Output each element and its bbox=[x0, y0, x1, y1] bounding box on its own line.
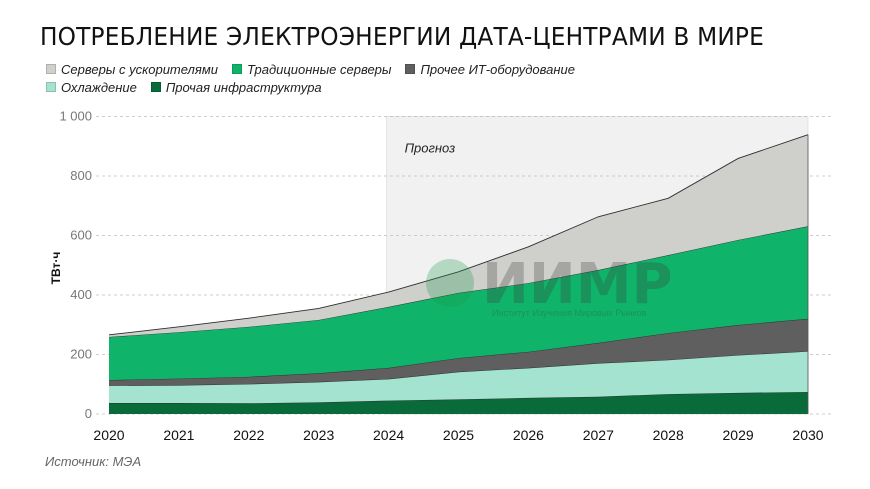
x-tick-label: 2021 bbox=[163, 427, 194, 443]
legend-label: Традиционные серверы bbox=[246, 61, 392, 77]
legend-label: Прочая инфраструктура bbox=[165, 79, 322, 95]
x-tick-label: 2024 bbox=[373, 427, 404, 443]
legend-label: Охлаждение bbox=[61, 79, 137, 95]
legend: Серверы с ускорителями Традиционные серв… bbox=[46, 60, 575, 96]
legend-item-accelerated-servers: Серверы с ускорителями bbox=[46, 62, 218, 77]
y-tick-label: 1 000 bbox=[59, 109, 92, 124]
legend-swatch bbox=[150, 82, 161, 92]
legend-swatch bbox=[46, 64, 56, 74]
forecast-label: Прогноз bbox=[405, 141, 456, 156]
legend-swatch bbox=[231, 64, 242, 74]
legend-item-traditional-servers: Традиционные серверы bbox=[231, 61, 392, 77]
x-tick-label: 2028 bbox=[653, 427, 684, 443]
legend-swatch bbox=[405, 64, 416, 74]
x-tick-label: 2025 bbox=[443, 427, 474, 443]
watermark-logo-text: ИИМР bbox=[482, 252, 673, 317]
x-tick-label: 2027 bbox=[583, 427, 614, 443]
x-tick-label: 2030 bbox=[792, 427, 823, 443]
legend-item-cooling: Охлаждение bbox=[46, 80, 137, 95]
area-series bbox=[109, 351, 808, 404]
area-series-edge bbox=[108, 134, 809, 336]
area-series bbox=[109, 134, 808, 337]
x-tick-label: 2029 bbox=[723, 427, 754, 443]
source-note: Источник: МЭА bbox=[45, 454, 142, 469]
x-tick-label: 2020 bbox=[93, 427, 124, 443]
y-tick-label: 600 bbox=[70, 228, 92, 243]
y-tick-label: 800 bbox=[70, 168, 92, 183]
area-series bbox=[109, 391, 808, 414]
legend-label: Серверы с ускорителями bbox=[61, 61, 218, 77]
chart-title: ПОТРЕБЛЕНИЕ ЭЛЕКТРОЭНЕРГИИ ДАТА-ЦЕНТРАМИ… bbox=[40, 22, 765, 51]
legend-label: Прочее ИТ-оборудование bbox=[420, 61, 575, 77]
y-tick-label: 0 bbox=[85, 406, 92, 421]
x-tick-label: 2022 bbox=[233, 427, 264, 443]
legend-item-other-it: Прочее ИТ-оборудование bbox=[405, 62, 575, 77]
y-tick-label: 200 bbox=[70, 347, 92, 362]
x-tick-label: 2026 bbox=[513, 427, 544, 443]
globe-icon bbox=[426, 259, 474, 307]
y-tick-label: 400 bbox=[70, 287, 92, 302]
legend-item-other-infrastructure: Прочая инфраструктура bbox=[150, 79, 322, 95]
y-axis-label: ТВт·ч bbox=[49, 252, 63, 285]
legend-swatch bbox=[46, 82, 56, 92]
area-series bbox=[109, 226, 808, 381]
x-tick-label: 2023 bbox=[303, 427, 334, 443]
watermark-subtitle: Институт Изучения Мировых Рынков bbox=[492, 308, 647, 318]
